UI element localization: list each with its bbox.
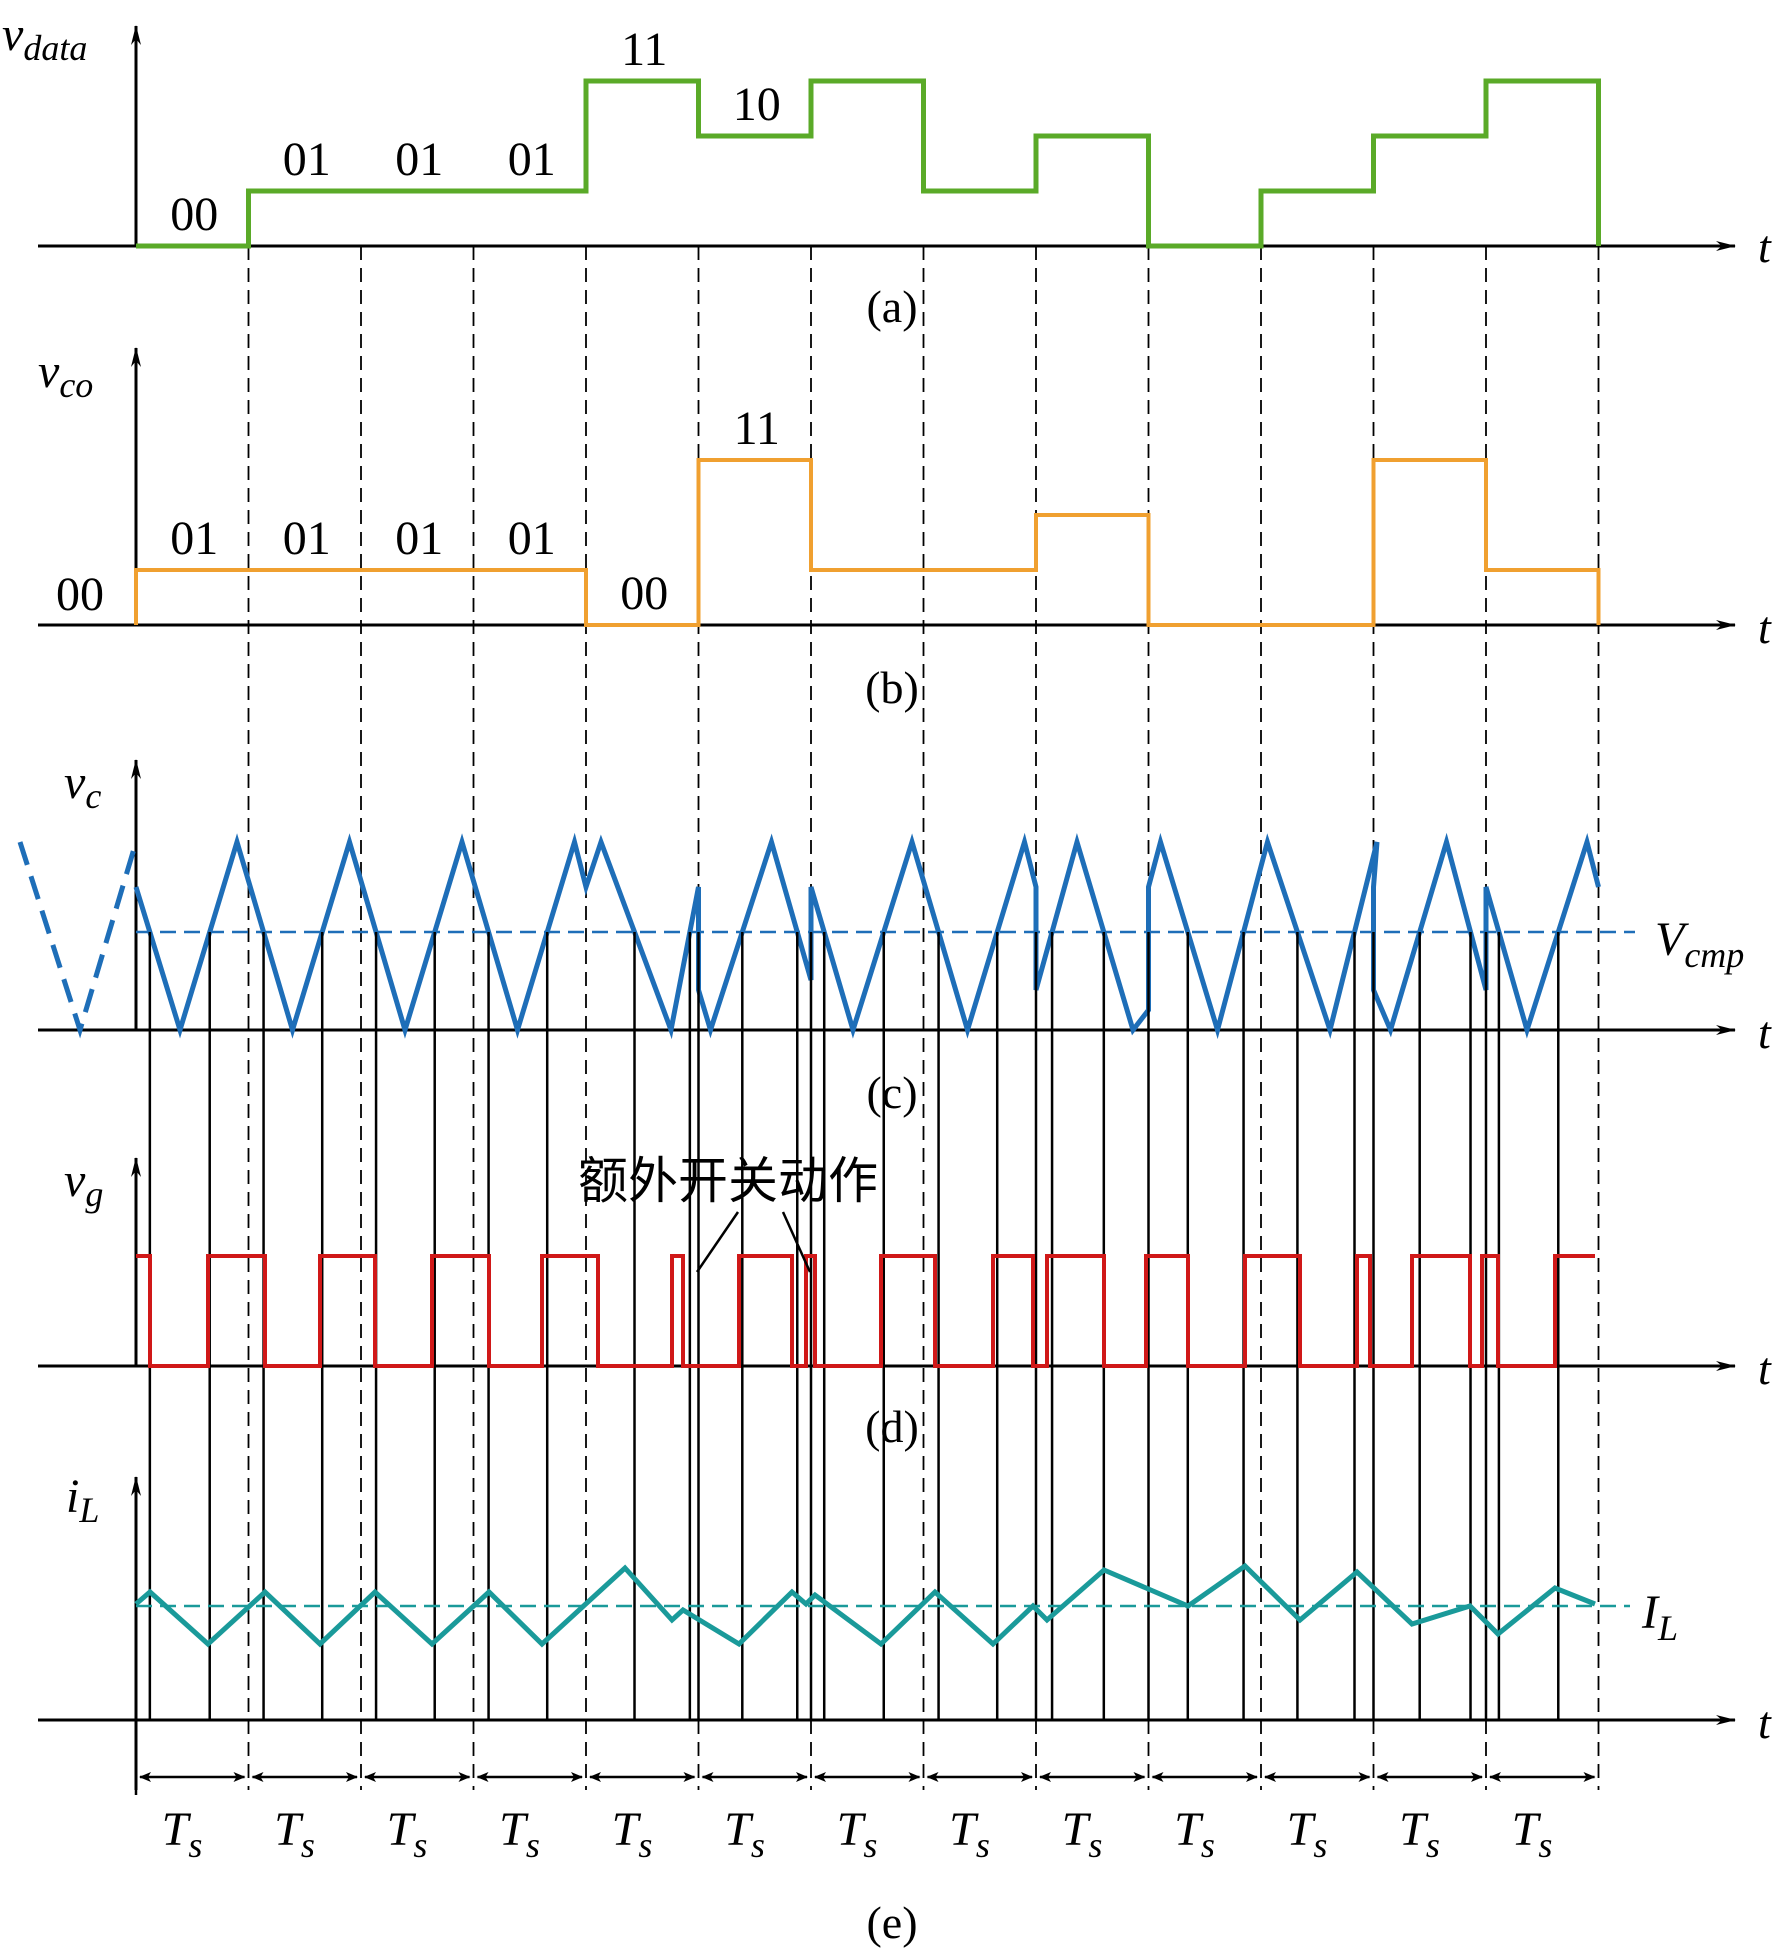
vg-caption: (d) bbox=[865, 1401, 919, 1452]
vco-code-label: 11 bbox=[734, 402, 780, 455]
period-label: Ts bbox=[274, 1803, 315, 1865]
period-label: Ts bbox=[1287, 1803, 1328, 1865]
period-markers: Ts Ts Ts Ts Ts Ts Ts Ts Ts Ts Ts Ts Ts bbox=[134, 1720, 1596, 1865]
period-label: Ts bbox=[1062, 1803, 1103, 1865]
iL-t-label: t bbox=[1758, 1697, 1772, 1748]
period-label: Ts bbox=[724, 1803, 765, 1865]
iL-current-waveform bbox=[134, 1562, 1596, 1648]
vc-caption: (c) bbox=[866, 1067, 917, 1118]
vg-t-label: t bbox=[1758, 1343, 1772, 1394]
vco-code-label: 01 bbox=[283, 512, 331, 565]
vdata-caption: (a) bbox=[866, 281, 917, 332]
vco-code-labels: 01 01 01 01 00 11 bbox=[170, 402, 780, 620]
vco-code-label: 01 bbox=[395, 512, 443, 565]
period-label: Ts bbox=[1399, 1803, 1440, 1865]
period-label: Ts bbox=[612, 1803, 653, 1865]
IL-label: IL bbox=[1641, 1586, 1678, 1648]
vdata-code-labels: 00 01 01 01 11 10 bbox=[170, 23, 781, 241]
iL-caption: (e) bbox=[866, 1897, 917, 1948]
panel-vdata: vdata t 00 01 01 01 11 10 (a) bbox=[2, 8, 1772, 332]
vco-initial-code: 00 bbox=[56, 568, 104, 621]
vdata-code-label: 10 bbox=[733, 78, 781, 131]
vc-lead-in-dashed bbox=[17, 841, 139, 1039]
annotation-pointer-left bbox=[695, 1211, 740, 1273]
panel-vco: vco t 00 01 01 01 01 00 11 (b) bbox=[38, 345, 1772, 713]
vdata-t-label: t bbox=[1758, 221, 1772, 272]
vcmp-label: Vcmp bbox=[1655, 913, 1744, 975]
period-label: Ts bbox=[387, 1803, 428, 1865]
period-label: Ts bbox=[499, 1803, 540, 1865]
vco-code-label: 01 bbox=[508, 512, 556, 565]
vdata-waveform bbox=[136, 78, 1601, 249]
vdata-code-label: 01 bbox=[508, 133, 556, 186]
period-label: Ts bbox=[1512, 1803, 1553, 1865]
vdata-code-label: 01 bbox=[283, 133, 331, 186]
period-label: Ts bbox=[949, 1803, 990, 1865]
vdata-ylabel: vdata bbox=[2, 8, 87, 68]
vg-gate-waveform bbox=[136, 1254, 1595, 1368]
panel-vg: vg t 额外开关动作 (d) bbox=[38, 1152, 1772, 1452]
vc-t-label: t bbox=[1758, 1007, 1772, 1058]
panel-iL: iL t IL Ts Ts Ts Ts Ts Ts Ts Ts Ts Ts Ts Ts Ts (e) bbox=[38, 1470, 1772, 1948]
annotation-pointer-right bbox=[781, 1211, 812, 1273]
vco-code-label: 01 bbox=[170, 512, 218, 565]
vdata-code-label: 11 bbox=[621, 23, 667, 76]
vc-carrier-waveform bbox=[133, 832, 1601, 1040]
period-label: Ts bbox=[837, 1803, 878, 1865]
vco-t-label: t bbox=[1758, 602, 1772, 653]
extra-switching-annotation: 额外开关动作 bbox=[578, 1152, 878, 1210]
vco-caption: (b) bbox=[865, 662, 919, 713]
vc-ylabel: vc bbox=[64, 756, 101, 816]
panel-vc: vc t Vcmp (c) bbox=[17, 756, 1772, 1720]
vco-waveform bbox=[134, 458, 1601, 627]
vg-ylabel: vg bbox=[64, 1154, 103, 1214]
vdata-code-label: 00 bbox=[170, 188, 218, 241]
period-label: Ts bbox=[1174, 1803, 1215, 1865]
vdata-code-label: 01 bbox=[395, 133, 443, 186]
vco-ylabel: vco bbox=[38, 345, 93, 405]
iL-ylabel: iL bbox=[66, 1470, 99, 1530]
period-label: Ts bbox=[162, 1803, 203, 1865]
vco-code-label: 00 bbox=[620, 567, 668, 620]
